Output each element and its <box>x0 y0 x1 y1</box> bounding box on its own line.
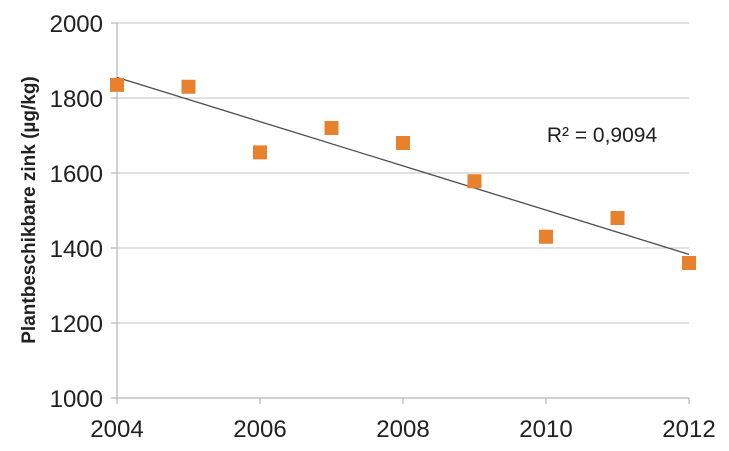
label-layer: 2000 1800 1600 1400 1200 1000 2004 2006 2008 2010… <box>50 11 716 443</box>
data-point-2010 <box>539 229 553 244</box>
y-tick-label-1600: 1600 <box>50 161 103 188</box>
x-tick-label-2010: 2010 <box>519 416 572 443</box>
y-tick-label-1000: 1000 <box>50 386 103 413</box>
data-point-2007 <box>324 121 339 135</box>
x-tick-label-2012: 2012 <box>662 416 715 443</box>
y-tick-label-1200: 1200 <box>50 311 103 338</box>
data-point-2004 <box>110 77 124 92</box>
data-point-2008 <box>396 136 410 150</box>
data-point-2006 <box>253 145 267 160</box>
axis-layer <box>111 22 690 404</box>
trendline <box>116 76 690 255</box>
data-point-2012 <box>682 256 696 270</box>
y-tick-label-2000: 2000 <box>50 11 103 38</box>
x-tick-label-2006: 2006 <box>233 416 286 443</box>
y-tick-label-1400: 1400 <box>50 236 103 263</box>
data-point-2011 <box>610 211 625 225</box>
y-tick-label-1800: 1800 <box>50 86 103 113</box>
x-tick-label-2004: 2004 <box>90 416 143 443</box>
series-layer <box>110 76 696 270</box>
y-axis-title: Plantbeschikbare zink (µg/kg) <box>19 76 40 344</box>
r-squared-label: R² = 0,9094 <box>547 124 658 147</box>
x-tick-label-2008: 2008 <box>376 416 429 443</box>
data-point-2009 <box>467 174 482 189</box>
data-point-2005 <box>181 79 196 94</box>
grid-layer <box>117 22 689 399</box>
